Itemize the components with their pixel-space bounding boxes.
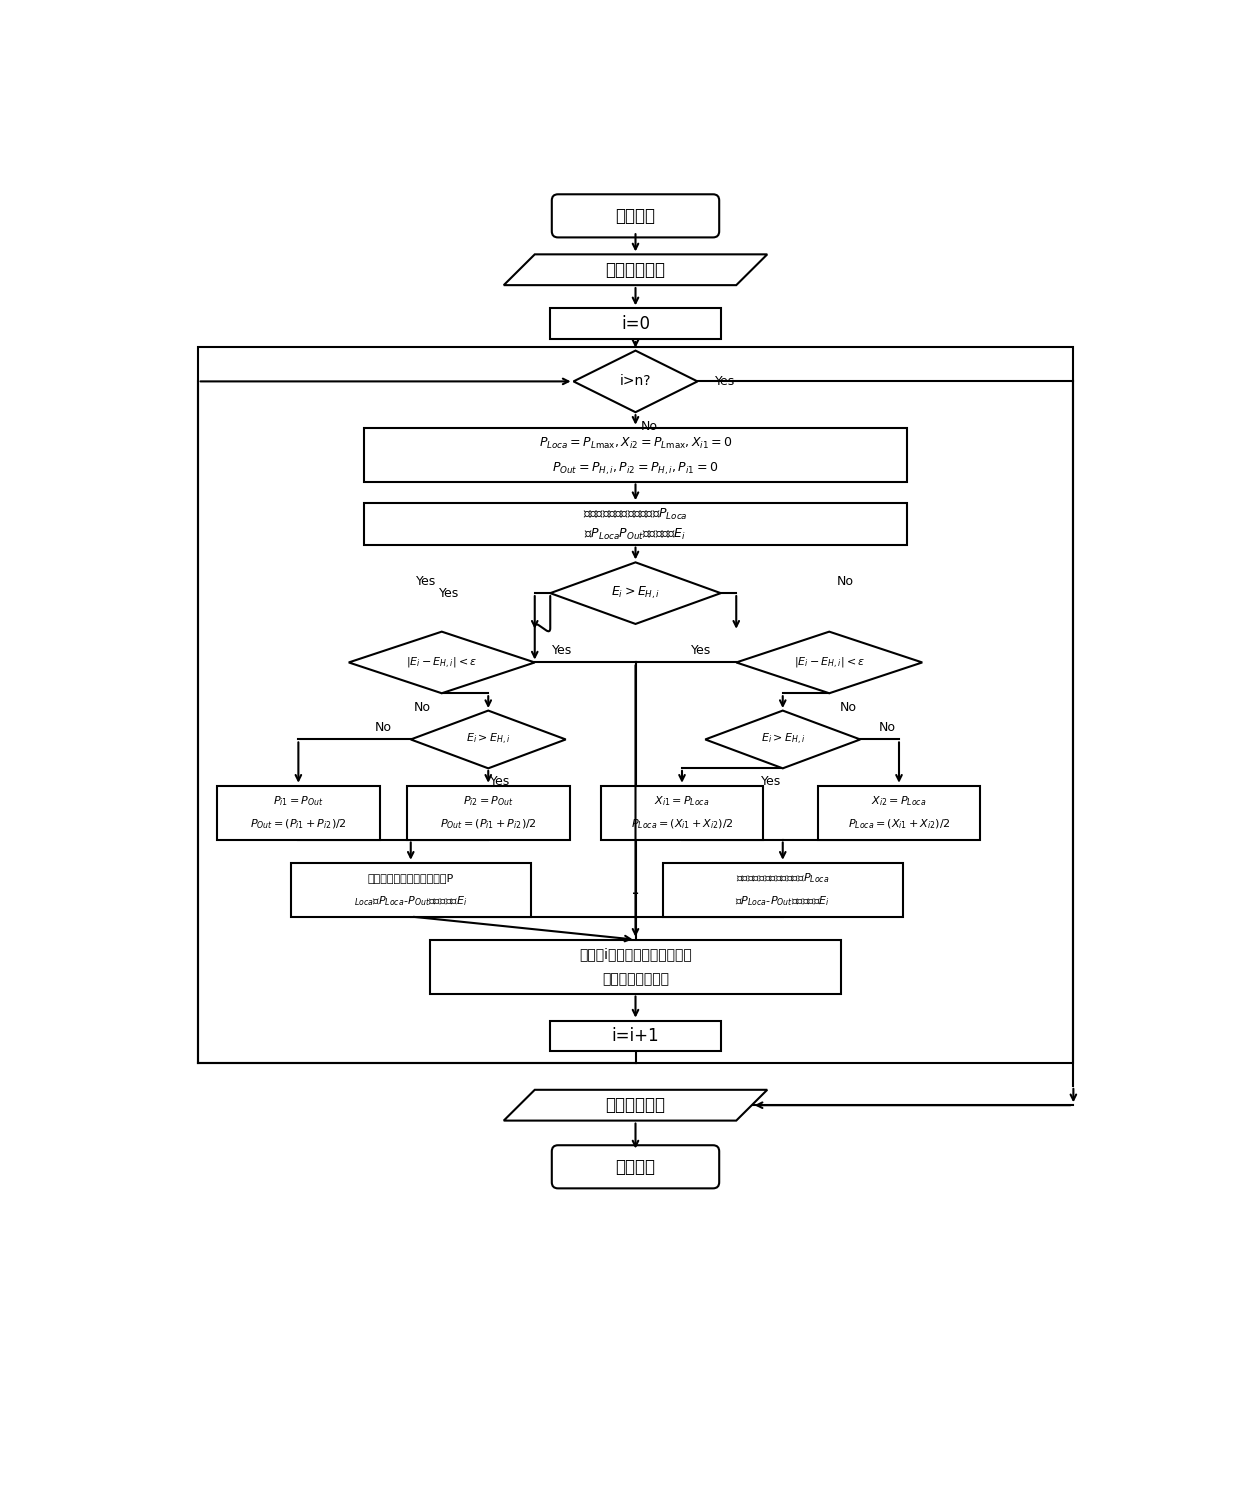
Bar bbox=[365, 503, 906, 545]
Bar bbox=[197, 347, 1074, 1063]
Bar bbox=[551, 1021, 720, 1051]
Polygon shape bbox=[348, 631, 534, 693]
Text: No: No bbox=[414, 701, 430, 714]
Text: Yes: Yes bbox=[714, 374, 735, 388]
Text: No: No bbox=[836, 575, 853, 587]
Bar bbox=[551, 308, 720, 340]
Text: $|E_i-E_{H,i}|<\varepsilon$: $|E_i-E_{H,i}|<\varepsilon$ bbox=[407, 655, 477, 670]
Text: $E_i>E_{H,i}$: $E_i>E_{H,i}$ bbox=[466, 732, 511, 747]
Text: 到$P_{Loca}P_{Out}$之间的面积$E_i$: 到$P_{Loca}P_{Out}$之间的面积$E_i$ bbox=[584, 527, 687, 542]
Text: 得到第i台水电机组的时序出力: 得到第i台水电机组的时序出力 bbox=[579, 947, 692, 962]
Text: $P_{i1}=P_{Out}$: $P_{i1}=P_{Out}$ bbox=[273, 794, 324, 808]
Text: Yes: Yes bbox=[439, 587, 460, 599]
Text: No: No bbox=[841, 701, 857, 714]
Text: No: No bbox=[641, 420, 658, 432]
Bar bbox=[817, 785, 981, 840]
Text: 计算修正时序负荷曲线图上$P_{Loca}$: 计算修正时序负荷曲线图上$P_{Loca}$ bbox=[737, 871, 830, 885]
Text: Yes: Yes bbox=[761, 775, 781, 788]
Bar bbox=[662, 862, 903, 917]
Polygon shape bbox=[410, 711, 565, 769]
Text: $X_{i1}=P_{Loca}$: $X_{i1}=P_{Loca}$ bbox=[655, 794, 709, 808]
Text: $P_{Loca}=(X_{i1}+X_{i2})/2$: $P_{Loca}=(X_{i1}+X_{i2})/2$ bbox=[631, 817, 733, 831]
Text: 修正时序负荷曲线: 修正时序负荷曲线 bbox=[601, 972, 670, 986]
Text: $P_{i2}=P_{Out}$: $P_{i2}=P_{Out}$ bbox=[463, 794, 513, 808]
Text: 程序开始: 程序开始 bbox=[615, 207, 656, 225]
Text: -: - bbox=[632, 883, 639, 903]
Text: 程序结束: 程序结束 bbox=[615, 1158, 656, 1176]
Bar bbox=[407, 785, 569, 840]
Text: 输入原始数据: 输入原始数据 bbox=[605, 261, 666, 279]
Polygon shape bbox=[573, 350, 697, 412]
Bar bbox=[290, 862, 531, 917]
Text: 计算修正时序负荷曲线图上P: 计算修正时序负荷曲线图上P bbox=[367, 873, 454, 883]
Text: $P_{Loca}=(X_{i1}+X_{i2})/2$: $P_{Loca}=(X_{i1}+X_{i2})/2$ bbox=[848, 817, 950, 831]
Polygon shape bbox=[503, 254, 768, 285]
Text: 计算修正时序负荷曲线图上$P_{Loca}$: 计算修正时序负荷曲线图上$P_{Loca}$ bbox=[583, 507, 688, 522]
Text: Yes: Yes bbox=[552, 645, 572, 657]
Text: $X_{i2}=P_{Loca}$: $X_{i2}=P_{Loca}$ bbox=[872, 794, 926, 808]
Text: $P_{Out}=(P_{i1}+P_{i2})/2$: $P_{Out}=(P_{i1}+P_{i2})/2$ bbox=[250, 817, 347, 831]
Text: $E_i>E_{H,i}$: $E_i>E_{H,i}$ bbox=[760, 732, 805, 747]
FancyBboxPatch shape bbox=[552, 195, 719, 237]
Text: $_{Loca}$到$P_{Loca}$-$P_{Out}$之间的面积$E_i$: $_{Loca}$到$P_{Loca}$-$P_{Out}$之间的面积$E_i$ bbox=[355, 894, 467, 908]
Text: $|E_i-E_{H,i}|<\varepsilon$: $|E_i-E_{H,i}|<\varepsilon$ bbox=[794, 655, 864, 670]
Text: $P_{Out}=(P_{i1}+P_{i2})/2$: $P_{Out}=(P_{i1}+P_{i2})/2$ bbox=[440, 817, 537, 831]
Text: $P_{Loca}=P_{L\mathrm{max}},X_{i2}=P_{L\mathrm{max}},X_{i1}=0$: $P_{Loca}=P_{L\mathrm{max}},X_{i2}=P_{L\… bbox=[538, 435, 733, 450]
FancyBboxPatch shape bbox=[552, 1145, 719, 1188]
Text: $E_i>E_{H,i}$: $E_i>E_{H,i}$ bbox=[611, 584, 660, 601]
Polygon shape bbox=[737, 631, 923, 693]
Bar bbox=[600, 785, 764, 840]
Text: 到$P_{Loca}$-$P_{Out}$之间的面积$E_i$: 到$P_{Loca}$-$P_{Out}$之间的面积$E_i$ bbox=[735, 894, 831, 908]
Polygon shape bbox=[503, 1090, 768, 1120]
Text: i>n?: i>n? bbox=[620, 374, 651, 388]
Text: i=0: i=0 bbox=[621, 314, 650, 332]
Text: 输出计算结果: 输出计算结果 bbox=[605, 1096, 666, 1114]
Text: $P_{Out}=P_{H,i},P_{i2}=P_{H,i},P_{i1}=0$: $P_{Out}=P_{H,i},P_{i2}=P_{H,i},P_{i1}=0… bbox=[552, 461, 719, 477]
Text: No: No bbox=[376, 722, 392, 734]
Text: i=i+1: i=i+1 bbox=[611, 1027, 660, 1045]
Text: No: No bbox=[879, 722, 895, 734]
Polygon shape bbox=[551, 562, 720, 624]
Text: Yes: Yes bbox=[490, 775, 510, 788]
Text: Yes: Yes bbox=[417, 575, 436, 587]
Polygon shape bbox=[706, 711, 861, 769]
Bar bbox=[365, 427, 906, 482]
Bar bbox=[430, 939, 841, 994]
Bar bbox=[217, 785, 379, 840]
Text: Yes: Yes bbox=[691, 645, 712, 657]
